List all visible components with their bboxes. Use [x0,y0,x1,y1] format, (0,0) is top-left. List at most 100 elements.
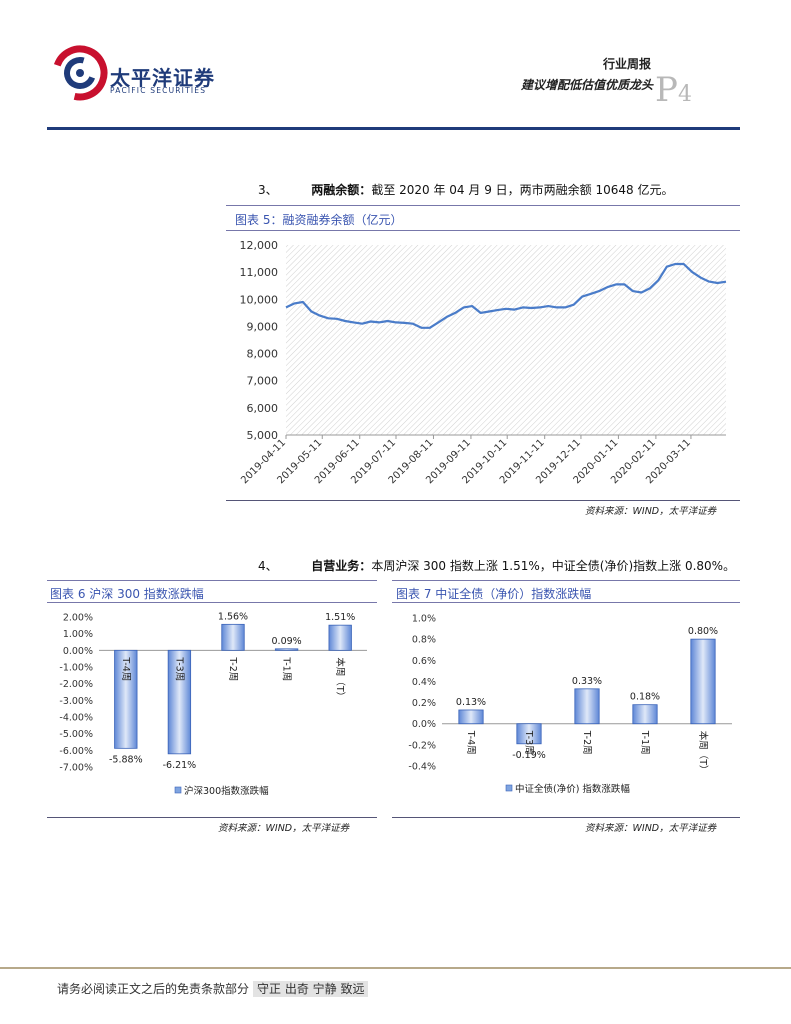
bar [632,704,658,725]
y-tick-label: -1.00% [59,663,93,674]
section-4-heading: 自营业务： [311,559,372,573]
y-tick-label: 1.00% [63,629,93,640]
category-label: T-4周 [465,730,476,755]
section-4-text: 本周沪深 300 指数上涨 1.51%，中证全债(净价)指数上涨 0.80%。 [371,559,736,573]
figure-7-title-rule [392,602,740,603]
y-tick-label: 10,000 [240,293,279,306]
bar [221,623,245,651]
y-tick-label: -6.00% [59,746,93,757]
bar-value-label: 0.18% [630,692,660,703]
y-tick-label: 1.0% [412,614,436,625]
section-3-paragraph: 3、 两融余额：截至 2020 年 04 月 9 日，两市两融余额 10648 … [258,181,673,198]
margin-balance-line [285,262,727,329]
report-type: 行业周报 [602,57,651,71]
y-tick-label: 6,000 [247,402,279,415]
y-tick-label: 0.4% [412,677,436,688]
figure-7-bottom-rule [392,817,740,818]
bar [274,648,299,651]
legend-swatch [505,784,513,792]
section-4-paragraph: 4、 自营业务：本周沪深 300 指数上涨 1.51%，中证全债(净价)指数上涨… [258,557,735,574]
bar-value-label: 1.56% [218,611,248,622]
figure-6-title: 图表 6 沪深 300 指数涨跌幅 [50,587,204,601]
section-3-text: 截至 2020 年 04 月 9 日，两市两融余额 10648 亿元。 [371,183,674,197]
y-tick-label: -7.00% [59,763,93,774]
bar-value-label: 0.80% [688,626,718,637]
y-tick-label: 5,000 [247,429,279,442]
y-tick-label: 0.6% [412,656,436,667]
category-label: T-4周 [120,656,131,681]
figure-6-source: 资料来源：WIND，太平洋证券 [218,823,350,834]
margin-balance-chart: 12,000 11,000 10,000 9,000 8,000 7,000 6,000 5,… [239,239,727,486]
footer-rule [0,967,791,969]
figure-5-top-rule [226,205,740,206]
category-label: T-1周 [639,730,650,755]
legend-swatch [174,786,182,794]
category-label: 本周（T） [334,657,346,701]
legend-label: 中证全债(净价) 指数涨跌幅 [515,783,630,795]
footer-slogan: 守正 出奇 宁静 致远 [253,981,369,997]
category-label: T-3周 [523,730,534,755]
logo-text-en: PACIFIC SECURITIES [110,86,207,95]
bar [574,688,600,725]
bar-value-label: 0.33% [572,676,602,687]
plot-area [286,245,726,435]
figure-5-title: 图表 5：融资融券余额（亿元） [235,213,403,227]
page-number: 4 [678,82,692,107]
figure-5-bottom-rule [226,500,740,501]
figure-7-title: 图表 7 中证全债（净价）指数涨跌幅 [396,587,592,601]
logo-mark-icon [52,45,108,101]
y-tick-label: -5.00% [59,729,93,740]
y-tick-label: 0.0% [412,719,436,730]
y-tick-label: 0.00% [63,646,93,657]
bar [458,709,484,725]
bar [690,638,716,725]
bar-value-label: -5.88% [109,754,143,765]
header-rule [47,127,740,130]
y-tick-label: -0.4% [408,762,436,773]
bar [516,723,542,745]
bar-value-label: -0.19% [512,750,546,761]
footer-disclaimer: 请务必阅读正文之后的免责条款部分 [57,982,250,996]
y-tick-label: 11,000 [240,266,279,279]
y-tick-label: -2.00% [59,679,93,690]
bar-value-label: 0.13% [456,697,486,708]
logo-text-cn: 太平洋证券 [110,66,215,90]
bar [114,649,138,749]
y-tick-label: 2.00% [63,613,93,624]
figure-6-bottom-rule [47,817,377,818]
footer: 请务必阅读正文之后的免责条款部分 守正 出奇 宁静 致远 [57,980,369,997]
y-tick-label: 7,000 [247,375,279,388]
section-3-heading: 两融余额： [311,183,372,197]
figure-7-top-rule [392,580,740,581]
bar-value-label: 1.51% [325,612,355,623]
bar [167,649,192,755]
hs300-change-chart: 2.00% 1.00% 0.00% -1.00% -2.00% -3.00% -4.00% -… [59,611,367,797]
figure-7-source: 资料来源：WIND，太平洋证券 [585,823,717,834]
y-tick-label: -0.2% [408,740,436,751]
y-tick-label: 0.8% [412,635,436,646]
y-tick-label: 8,000 [247,348,279,361]
y-tick-label: 9,000 [247,320,279,333]
section-4-number: 4、 [258,559,278,573]
page-prefix: P [655,70,678,110]
y-tick-label: 12,000 [240,239,279,252]
y-tick-label: 0.2% [412,698,436,709]
figure-5-title-rule [226,230,740,231]
category-label: T-2周 [227,656,238,681]
figure-6-top-rule [47,580,377,581]
bond-index-change-chart: 1.0% 0.8% 0.6% 0.4% 0.2% 0.0% -0.2% -0.4% 0.13% T… [408,614,732,795]
category-label: 本周（T） [697,731,709,775]
legend-label: 沪深300指数涨跌幅 [184,785,269,797]
bar [328,624,352,651]
figure-5-source: 资料来源：WIND，太平洋证券 [585,506,717,517]
bar-value-label: 0.09% [272,636,302,647]
y-tick-label: -4.00% [59,713,93,724]
section-3-number: 3、 [258,183,278,197]
figure-6-title-rule [47,602,377,603]
y-tick-label: -3.00% [59,696,93,707]
category-label: T-1周 [281,656,292,681]
category-label: T-3周 [173,656,184,681]
report-title: 建议增配低估值优质龙头 [520,78,653,92]
category-label: T-2周 [581,730,592,755]
bar-value-label: -6.21% [163,760,197,771]
